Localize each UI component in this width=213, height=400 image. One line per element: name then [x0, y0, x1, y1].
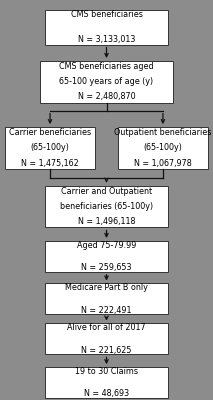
FancyBboxPatch shape: [45, 284, 168, 314]
Text: Aged 75-79.99: Aged 75-79.99: [77, 241, 136, 250]
Text: CMS beneficiaries: CMS beneficiaries: [71, 10, 142, 19]
Text: Carrier and Outpatient: Carrier and Outpatient: [61, 187, 152, 196]
Text: 19 to 30 Claims: 19 to 30 Claims: [75, 367, 138, 376]
FancyBboxPatch shape: [40, 61, 173, 103]
FancyBboxPatch shape: [45, 241, 168, 272]
Text: 65-100 years of age (y): 65-100 years of age (y): [59, 77, 154, 86]
Text: Carrier beneficiaries: Carrier beneficiaries: [9, 128, 91, 138]
FancyBboxPatch shape: [45, 186, 168, 228]
Text: CMS beneficiaries aged: CMS beneficiaries aged: [59, 62, 154, 71]
Text: N = 1,067,978: N = 1,067,978: [134, 158, 192, 168]
Text: N = 222,491: N = 222,491: [81, 306, 132, 314]
FancyBboxPatch shape: [45, 367, 168, 398]
Text: N = 1,475,162: N = 1,475,162: [21, 158, 79, 168]
Text: N = 2,480,870: N = 2,480,870: [78, 92, 135, 101]
Text: Medicare Part B only: Medicare Part B only: [65, 283, 148, 292]
Text: Alive for all of 2017: Alive for all of 2017: [67, 323, 146, 332]
FancyBboxPatch shape: [118, 127, 208, 169]
Text: N = 48,693: N = 48,693: [84, 389, 129, 398]
Text: (65-100y): (65-100y): [31, 144, 69, 152]
Text: beneficiaries (65-100y): beneficiaries (65-100y): [60, 202, 153, 211]
Text: N = 1,496,118: N = 1,496,118: [78, 217, 135, 226]
Text: Outpatient beneficiaries: Outpatient beneficiaries: [114, 128, 212, 138]
Text: N = 221,625: N = 221,625: [81, 346, 132, 354]
Text: N = 3,133,013: N = 3,133,013: [78, 35, 135, 44]
FancyBboxPatch shape: [5, 127, 95, 169]
FancyBboxPatch shape: [45, 324, 168, 354]
Text: (65-100y): (65-100y): [144, 144, 182, 152]
FancyBboxPatch shape: [45, 10, 168, 44]
Text: N = 259,653: N = 259,653: [81, 263, 132, 272]
